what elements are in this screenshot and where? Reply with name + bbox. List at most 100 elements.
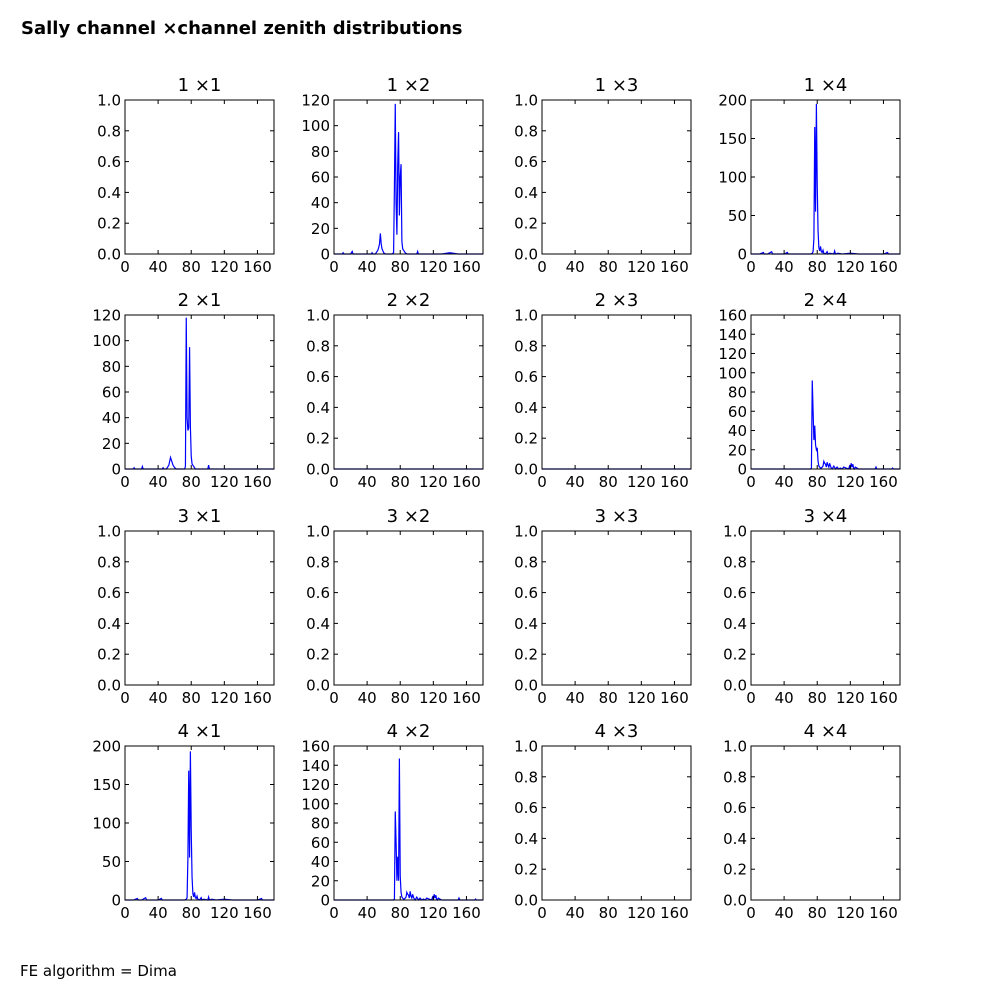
y-tick-label: 1.0: [514, 523, 538, 541]
axes-frame: [124, 745, 275, 901]
subplot: 1 ×3 0 40 80 120 160 0.0 0.2 0.4 0.6 0.8 1.0: [514, 75, 692, 276]
y-tick-label: 120: [301, 776, 330, 794]
y-tick-label: 0.2: [514, 646, 538, 664]
y-tick-label: 40: [311, 194, 330, 212]
x-tick-label: 0: [120, 258, 130, 276]
subplot-title: 4 ×3: [595, 721, 639, 742]
subplot-title: 3 ×4: [804, 506, 848, 527]
y-tick-label: 0: [320, 246, 330, 264]
y-tick-label: 20: [311, 872, 330, 890]
y-tick-label: 0.6: [514, 153, 538, 171]
subplot-title: 4 ×4: [804, 721, 848, 742]
y-tick-label: 0.4: [306, 615, 330, 633]
y-tick-label: 1.0: [97, 523, 121, 541]
y-tick-label: 150: [92, 776, 121, 794]
x-tick-label: 80: [182, 689, 201, 707]
y-tick-label: 40: [311, 853, 330, 871]
x-tick-label: 0: [746, 473, 756, 491]
x-tick-label: 120: [210, 689, 239, 707]
y-tick-label: 1.0: [514, 92, 538, 110]
x-tick-label: 40: [566, 473, 585, 491]
y-tick-label: 0.6: [306, 368, 330, 386]
y-tick-label: 100: [92, 815, 121, 833]
x-tick-label: 40: [775, 258, 794, 276]
x-tick-label: 160: [869, 689, 898, 707]
axes-frame: [333, 530, 484, 686]
y-tick-label: 0.0: [514, 677, 538, 695]
y-tick-label: 0.0: [514, 461, 538, 479]
y-tick-label: 0.6: [723, 799, 747, 817]
x-tick-label: 0: [120, 473, 130, 491]
subplot-title: 2 ×2: [387, 290, 431, 311]
y-tick-label: 100: [92, 332, 121, 350]
y-tick-label: 1.0: [514, 738, 538, 756]
subplot-title: 4 ×1: [178, 721, 222, 742]
x-tick-label: 120: [419, 473, 448, 491]
x-tick-label: 80: [599, 904, 618, 922]
series-line: [334, 758, 483, 902]
x-tick-label: 80: [182, 904, 201, 922]
x-tick-label: 120: [627, 258, 656, 276]
axes-frame: [541, 99, 692, 255]
subplot: 3 ×3 0 40 80 120 160 0.0 0.2 0.4 0.6 0.8 1.0: [514, 506, 692, 707]
x-tick-label: 120: [836, 473, 865, 491]
y-tick-label: 20: [728, 441, 747, 459]
x-tick-label: 0: [746, 689, 756, 707]
x-tick-label: 0: [537, 258, 547, 276]
y-tick-label: 140: [718, 326, 747, 344]
y-tick-label: 0.6: [514, 368, 538, 386]
y-tick-label: 0.6: [514, 799, 538, 817]
y-tick-label: 0.8: [514, 553, 538, 571]
y-tick-label: 150: [718, 130, 747, 148]
y-tick-label: 60: [311, 169, 330, 187]
y-tick-label: 0.8: [514, 768, 538, 786]
y-tick-label: 0.6: [514, 584, 538, 602]
y-tick-label: 0: [737, 246, 747, 264]
subplot-title: 1 ×1: [178, 75, 222, 96]
y-tick-label: 0.2: [306, 646, 330, 664]
subplot: 3 ×1 0 40 80 120 160 0.0 0.2 0.4 0.6 0.8 1.0: [97, 506, 275, 707]
x-tick-label: 80: [391, 689, 410, 707]
y-tick-label: 0.8: [306, 553, 330, 571]
y-tick-label: 160: [718, 307, 747, 325]
x-tick-label: 120: [419, 904, 448, 922]
y-tick-label: 200: [92, 738, 121, 756]
x-tick-label: 160: [660, 258, 689, 276]
x-tick-label: 80: [599, 689, 618, 707]
y-tick-label: 0: [737, 461, 747, 479]
x-tick-label: 80: [391, 258, 410, 276]
x-tick-label: 0: [329, 904, 339, 922]
y-tick-label: 0.6: [306, 584, 330, 602]
axes-frame: [124, 99, 275, 255]
subplot-title: 4 ×2: [387, 721, 431, 742]
x-tick-label: 160: [452, 689, 481, 707]
y-tick-label: 0.6: [97, 153, 121, 171]
y-tick-label: 0.0: [723, 677, 747, 695]
y-tick-label: 160: [301, 738, 330, 756]
y-tick-label: 0.8: [514, 122, 538, 140]
x-tick-label: 80: [808, 473, 827, 491]
x-tick-label: 0: [120, 689, 130, 707]
y-tick-label: 1.0: [306, 523, 330, 541]
x-tick-label: 80: [182, 473, 201, 491]
x-tick-label: 160: [869, 473, 898, 491]
y-tick-label: 0.4: [306, 399, 330, 417]
y-tick-label: 0.4: [514, 830, 538, 848]
x-tick-label: 120: [210, 904, 239, 922]
subplot-title: 1 ×2: [387, 75, 431, 96]
x-tick-label: 160: [243, 904, 272, 922]
y-tick-label: 0.0: [514, 246, 538, 264]
y-tick-label: 0.2: [723, 861, 747, 879]
x-tick-label: 160: [452, 258, 481, 276]
y-tick-label: 120: [301, 92, 330, 110]
subplot-title: 3 ×3: [595, 506, 639, 527]
x-tick-label: 80: [808, 258, 827, 276]
x-tick-label: 160: [452, 473, 481, 491]
x-tick-label: 0: [746, 258, 756, 276]
y-tick-label: 1.0: [306, 307, 330, 325]
y-tick-label: 1.0: [514, 307, 538, 325]
series-line: [751, 103, 900, 255]
y-tick-label: 20: [102, 435, 121, 453]
